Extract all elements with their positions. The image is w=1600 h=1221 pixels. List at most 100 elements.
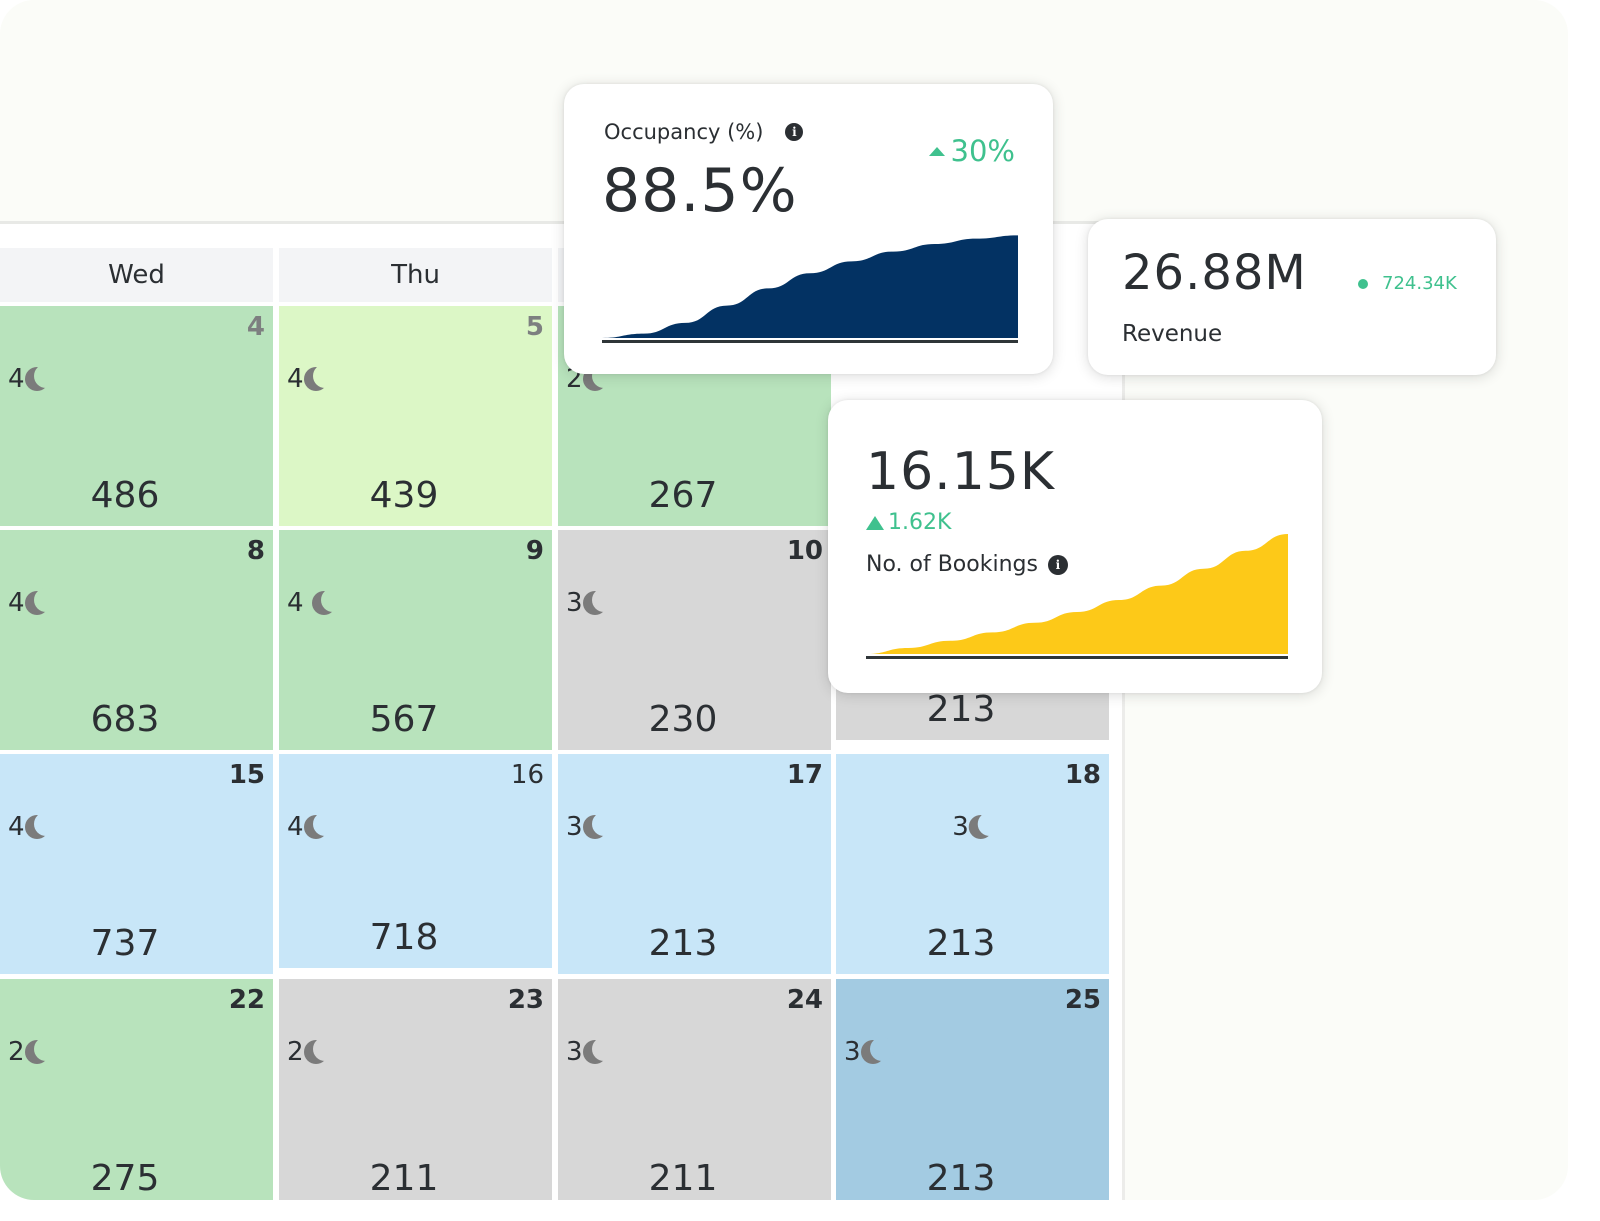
nights-count: 4 [287,364,304,394]
nights-indicator: 3 [566,1037,616,1067]
calendar-day-cell[interactable]: 24 3 211 [558,979,831,1200]
nightly-price: 737 [90,923,160,964]
nights-count: 2 [8,1037,25,1067]
occupancy-label-row: Occupancy (%) i [604,120,804,144]
calendar-day-cell[interactable]: 16 4 718 [279,754,552,968]
occupancy-chart-baseline [602,340,1018,343]
occupancy-delta-value: 30% [950,134,1015,168]
nightly-price: 718 [369,917,439,958]
calendar-day-cell[interactable]: 8 4 683 [0,530,273,750]
nightly-price: 275 [90,1158,160,1199]
moon-icon [311,588,345,615]
calendar-day-cell[interactable]: 15 4 737 [0,754,273,974]
nightly-price: 213 [926,689,996,730]
nightly-price: 213 [926,1158,996,1199]
nightly-price: 439 [369,475,439,516]
occupancy-area-chart [602,235,1018,343]
moon-icon [303,812,337,839]
nights-indicator: 3 [566,588,616,618]
calendar-day-cell[interactable]: 23 2 211 [279,979,552,1200]
nightly-price: 213 [648,923,718,964]
revenue-delta: 724.34K [1358,273,1457,294]
header-divider [0,221,1125,224]
nightly-price: 213 [926,923,996,964]
bookings-chart-area [866,534,1288,654]
day-number: 23 [507,985,544,1015]
calendar-day-cell[interactable]: 25 3 213 [836,979,1109,1200]
nights-count: 3 [566,1037,583,1067]
day-number: 17 [786,760,823,790]
nights-indicator: 4 [287,364,337,394]
moon-icon [860,1037,894,1064]
nightly-price: 211 [648,1158,718,1199]
nights-count: 4 [8,588,25,618]
nights-indicator: 4 [287,588,345,618]
trend-up-icon [866,515,884,530]
nights-count: 4 [8,364,25,394]
bookings-label: No. of Bookings [866,552,1038,577]
moon-icon [968,812,1002,839]
column-header-wed: Wed [0,248,273,302]
day-number: 5 [525,312,544,342]
info-icon[interactable]: i [1047,554,1068,575]
day-number: 22 [228,985,265,1015]
calendar-day-cell[interactable]: 22 2 275 [0,979,273,1200]
nights-indicator: 3 [844,1037,894,1067]
calendar: Wed Thu 4 4 486 5 4 439 2 267 8 4 683 9 4 567 10 3 230 21… [0,224,1124,1200]
day-number: 9 [525,536,544,566]
nightly-price: 230 [648,699,718,740]
bookings-delta-value: 1.62K [888,510,952,535]
nightly-price: 486 [90,475,160,516]
calendar-day-cell[interactable]: 5 4 439 [279,306,552,526]
nights-indicator: 4 [287,812,337,842]
trend-up-icon [928,146,945,156]
day-number: 15 [228,760,265,790]
moon-icon [24,588,58,615]
day-number: 10 [786,536,823,566]
nights-count: 3 [566,812,583,842]
nights-count: 3 [566,588,583,618]
calendar-day-cell[interactable]: 10 3 230 [558,530,831,750]
status-dot-icon [1358,278,1368,289]
occupancy-card[interactable]: Occupancy (%) i 88.5% 30% [564,84,1053,374]
nights-indicator: 2 [8,1037,58,1067]
nightly-price: 267 [648,475,718,516]
calendar-day-cell[interactable]: 18 3 213 [836,754,1109,974]
moon-icon [24,1037,58,1064]
day-number: 8 [246,536,265,566]
nights-count: 2 [287,1037,304,1067]
nights-indicator: 3 [952,812,1002,842]
revenue-delta-value: 724.34K [1382,273,1457,294]
calendar-day-cell[interactable]: 9 4 567 [279,530,552,750]
nights-indicator: 4 [8,812,58,842]
nights-count: 4 [287,812,304,842]
calendar-day-cell[interactable]: 4 4 486 [0,306,273,526]
nights-count: 3 [844,1037,861,1067]
calendar-day-cell[interactable]: 17 3 213 [558,754,831,974]
day-number: 16 [510,760,544,790]
revenue-card[interactable]: 26.88M 724.34K Revenue [1088,219,1496,375]
day-number: 24 [786,985,823,1015]
moon-icon [582,812,616,839]
nights-indicator: 3 [566,812,616,842]
nights-indicator: 2 [287,1037,337,1067]
bookings-card[interactable]: 16.15K 1.62K No. of Bookings i [828,400,1322,693]
bookings-chart-baseline [866,656,1288,659]
revenue-label: Revenue [1122,321,1223,347]
info-icon[interactable]: i [785,123,804,141]
nights-count: 3 [952,812,969,842]
bookings-value: 16.15K [866,442,1055,502]
nightly-price: 567 [369,699,439,740]
day-number: 18 [1064,760,1101,790]
bookings-delta: 1.62K [866,510,951,535]
panel-divider [1122,224,1125,1200]
nights-count: 4 [8,812,25,842]
occupancy-delta: 30% [928,134,1015,168]
app-frame: Wed Thu 4 4 486 5 4 439 2 267 8 4 683 9 4 567 10 3 230 21… [0,84,1496,1200]
bookings-area-chart [866,534,1288,659]
day-number: 25 [1064,985,1101,1015]
revenue-value: 26.88M [1122,245,1307,301]
moon-icon [582,1037,616,1064]
moon-icon [24,812,58,839]
nights-indicator: 4 [8,364,58,394]
